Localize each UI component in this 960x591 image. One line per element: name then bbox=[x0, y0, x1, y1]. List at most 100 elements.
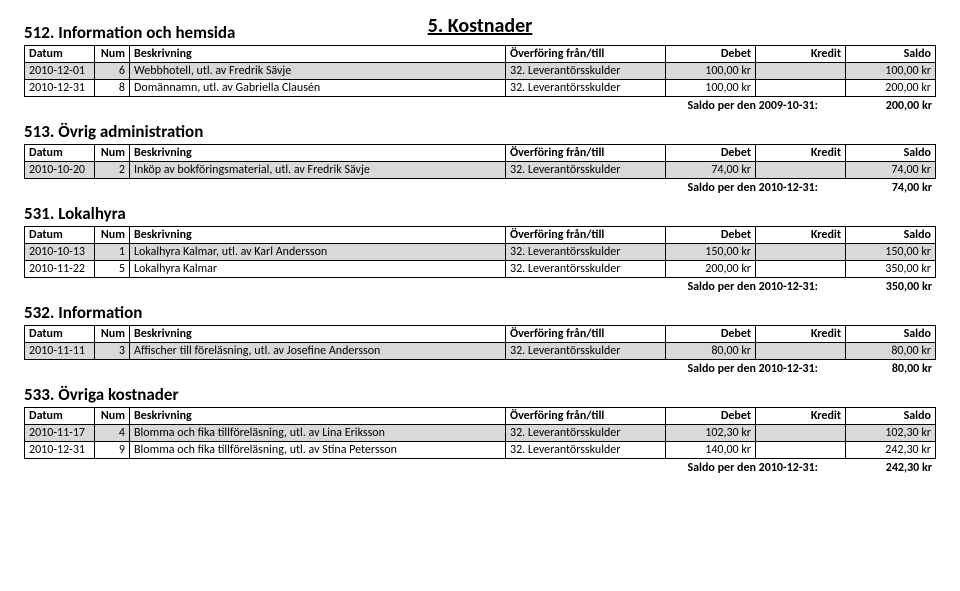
cell-overforing: 32. Leverantörsskulder bbox=[506, 244, 666, 261]
cell-kredit bbox=[756, 162, 846, 179]
balance-label: Saldo per den 2010-12-31: bbox=[687, 181, 818, 195]
cell-num: 9 bbox=[95, 442, 130, 459]
datum-header: Datum bbox=[25, 326, 95, 343]
cell-overforing: 32. Leverantörsskulder bbox=[506, 162, 666, 179]
balance-row: Saldo per den 2010-12-31:242,30 kr bbox=[24, 461, 932, 475]
datum-header: Datum bbox=[25, 227, 95, 244]
num-header: Num bbox=[95, 326, 130, 343]
saldo-header: Saldo bbox=[846, 326, 936, 343]
section-title: 531. Lokalhyra bbox=[24, 203, 936, 224]
cell-overforing: 32. Leverantörsskulder bbox=[506, 261, 666, 278]
section-title: 513. Övrig administration bbox=[24, 121, 936, 142]
ledger-table: DatumNumBeskrivningÖverföring från/tillD… bbox=[24, 407, 936, 459]
balance-row: Saldo per den 2009-10-31: 200,00 kr bbox=[24, 99, 932, 113]
cell-num: 3 bbox=[95, 343, 130, 360]
saldo-header: Saldo bbox=[846, 145, 936, 162]
balance-row: Saldo per den 2010-12-31:74,00 kr bbox=[24, 181, 932, 195]
cell-datum: 2010-10-20 bbox=[25, 162, 95, 179]
cell-debet: 100,00 kr bbox=[666, 63, 756, 80]
cell-kredit bbox=[756, 244, 846, 261]
ledger-table: DatumNumBeskrivningÖverföring från/tillD… bbox=[24, 144, 936, 179]
debet-header: Debet bbox=[666, 408, 756, 425]
table-header-row: DatumNumBeskrivningÖverföring från/tillD… bbox=[25, 326, 936, 343]
cell-kredit bbox=[756, 425, 846, 442]
num-header: Num bbox=[95, 408, 130, 425]
saldo-header: Saldo bbox=[846, 46, 936, 63]
kredit-header: Kredit bbox=[756, 227, 846, 244]
cell-overforing: 32. Leverantörsskulder bbox=[506, 80, 666, 97]
overforing-header: Överföring från/till bbox=[506, 408, 666, 425]
cell-saldo: 242,30 kr bbox=[846, 442, 936, 459]
balance-value: 80,00 kr bbox=[842, 362, 932, 376]
cell-saldo: 350,00 kr bbox=[846, 261, 936, 278]
cell-saldo: 150,00 kr bbox=[846, 244, 936, 261]
cell-debet: 74,00 kr bbox=[666, 162, 756, 179]
cell-debet: 100,00 kr bbox=[666, 80, 756, 97]
balance-label: Saldo per den 2009-10-31: bbox=[687, 99, 818, 113]
cell-saldo: 80,00 kr bbox=[846, 343, 936, 360]
cell-overforing: 32. Leverantörsskulder bbox=[506, 63, 666, 80]
cell-num: 8 bbox=[95, 80, 130, 97]
cell-debet: 140,00 kr bbox=[666, 442, 756, 459]
cell-beskrivning: Lokalhyra Kalmar bbox=[130, 261, 506, 278]
table-header-row: DatumNumBeskrivningÖverföring från/tillD… bbox=[25, 227, 936, 244]
table-row: 2010-10-202Inköp av bokföringsmaterial, … bbox=[25, 162, 936, 179]
cell-datum: 2010-11-22 bbox=[25, 261, 95, 278]
cell-datum: 2010-11-11 bbox=[25, 343, 95, 360]
num-header: Num bbox=[95, 227, 130, 244]
balance-value: 200,00 kr bbox=[842, 99, 932, 113]
cell-debet: 102,30 kr bbox=[666, 425, 756, 442]
debet-header: Debet bbox=[666, 227, 756, 244]
cell-kredit bbox=[756, 261, 846, 278]
balance-row: Saldo per den 2010-12-31: 80,00 kr bbox=[24, 362, 932, 376]
cell-debet: 200,00 kr bbox=[666, 261, 756, 278]
beskrivning-header: Beskrivning bbox=[130, 227, 506, 244]
beskrivning-header: Beskrivning bbox=[130, 145, 506, 162]
cell-beskrivning: Domännamn, utl. av Gabriella Clausén bbox=[130, 80, 506, 97]
document-root: 512. Information och hemsida5. Kostnader… bbox=[24, 16, 936, 475]
kredit-header: Kredit bbox=[756, 145, 846, 162]
page-title: 5. Kostnader bbox=[24, 14, 936, 38]
cell-num: 1 bbox=[95, 244, 130, 261]
num-header: Num bbox=[95, 46, 130, 63]
datum-header: Datum bbox=[25, 46, 95, 63]
cell-overforing: 32. Leverantörsskulder bbox=[506, 442, 666, 459]
cell-num: 4 bbox=[95, 425, 130, 442]
cell-saldo: 102,30 kr bbox=[846, 425, 936, 442]
ledger-table: DatumNumBeskrivningÖverföring från/tillD… bbox=[24, 325, 936, 360]
cell-saldo: 100,00 kr bbox=[846, 63, 936, 80]
num-header: Num bbox=[95, 145, 130, 162]
table-row: 2010-11-113Affischer till föreläsning, u… bbox=[25, 343, 936, 360]
overforing-header: Överföring från/till bbox=[506, 46, 666, 63]
table-row: 2010-10-131Lokalhyra Kalmar, utl. av Kar… bbox=[25, 244, 936, 261]
table-row: 2010-11-225Lokalhyra Kalmar32. Leverantö… bbox=[25, 261, 936, 278]
balance-row: Saldo per den 2010-12-31:350,00 kr bbox=[24, 280, 932, 294]
kredit-header: Kredit bbox=[756, 408, 846, 425]
cell-num: 5 bbox=[95, 261, 130, 278]
beskrivning-header: Beskrivning bbox=[130, 326, 506, 343]
ledger-table: DatumNumBeskrivningÖverföring från/tillD… bbox=[24, 226, 936, 278]
section-title: 532. Information bbox=[24, 302, 936, 323]
cell-beskrivning: Blomma och fika tillföreläsning, utl. av… bbox=[130, 442, 506, 459]
cell-kredit bbox=[756, 343, 846, 360]
cell-saldo: 200,00 kr bbox=[846, 80, 936, 97]
table-row: 2010-11-174Blomma och fika tillföreläsni… bbox=[25, 425, 936, 442]
cell-kredit bbox=[756, 63, 846, 80]
saldo-header: Saldo bbox=[846, 408, 936, 425]
overforing-header: Överföring från/till bbox=[506, 326, 666, 343]
cell-num: 2 bbox=[95, 162, 130, 179]
cell-beskrivning: Blomma och fika tillföreläsning, utl. av… bbox=[130, 425, 506, 442]
cell-beskrivning: Webbhotell, utl. av Fredrik Sävje bbox=[130, 63, 506, 80]
cell-datum: 2010-11-17 bbox=[25, 425, 95, 442]
cell-datum: 2010-12-01 bbox=[25, 63, 95, 80]
table-header-row: DatumNumBeskrivningÖverföring från/tillD… bbox=[25, 145, 936, 162]
cell-kredit bbox=[756, 80, 846, 97]
balance-value: 242,30 kr bbox=[842, 461, 932, 475]
table-row: 2010-12-016Webbhotell, utl. av Fredrik S… bbox=[25, 63, 936, 80]
balance-label: Saldo per den 2010-12-31: bbox=[687, 362, 818, 376]
cell-datum: 2010-10-13 bbox=[25, 244, 95, 261]
debet-header: Debet bbox=[666, 145, 756, 162]
ledger-table: DatumNumBeskrivningÖverföring från/tillD… bbox=[24, 45, 936, 97]
overforing-header: Överföring från/till bbox=[506, 227, 666, 244]
datum-header: Datum bbox=[25, 145, 95, 162]
